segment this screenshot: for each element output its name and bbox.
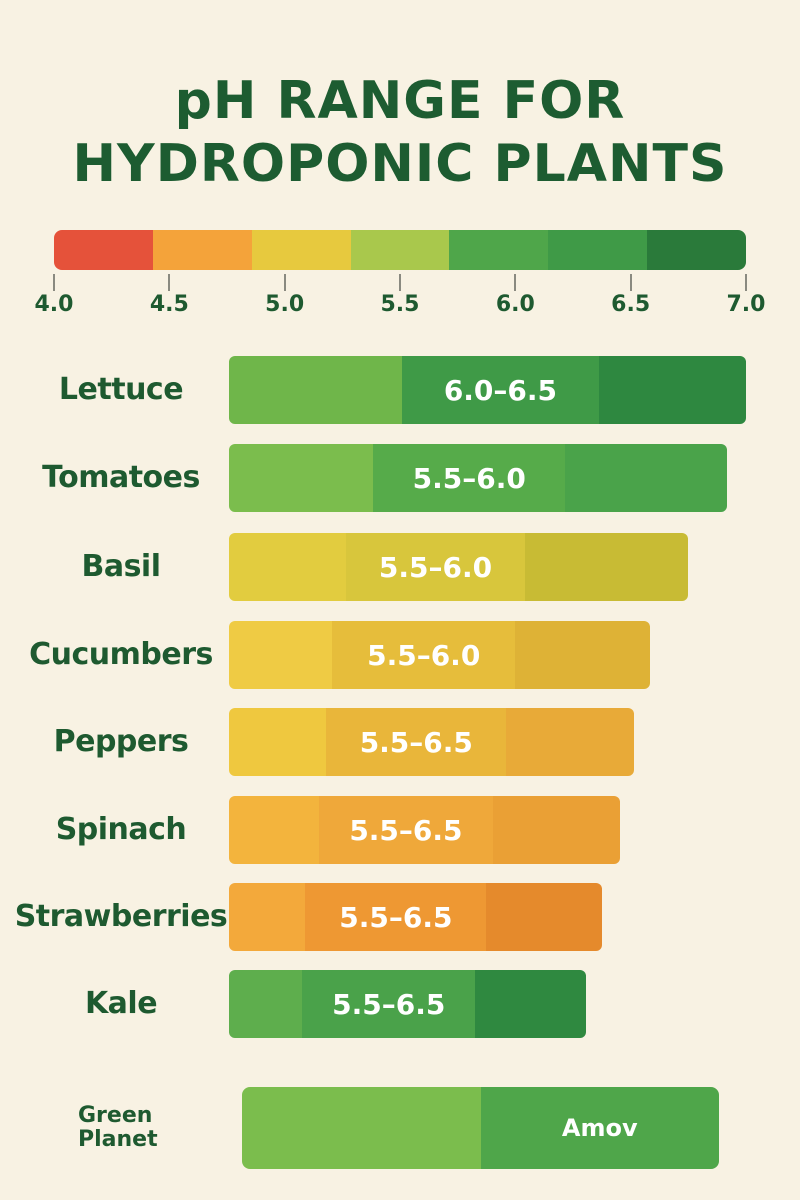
crop-range-bar: 5.5–6.0 — [229, 621, 650, 689]
crop-range-label: 5.5–6.5 — [349, 813, 463, 847]
crop-label: Cucumbers — [29, 637, 213, 672]
crop-label: Strawberries — [14, 899, 228, 934]
crop-bar-segment — [565, 444, 727, 512]
crop-bar-segment — [229, 533, 348, 601]
crop-range-bar: 6.0–6.5 — [229, 356, 746, 424]
crop-range-band — [305, 883, 488, 951]
crop-bar-segment — [492, 796, 620, 864]
scale-tick — [399, 274, 401, 291]
scale-segment — [548, 230, 648, 270]
title-line-1: pH RANGE FOR — [174, 71, 626, 131]
crop-range-bar: 5.5–6.5 — [229, 883, 602, 951]
crop-range-label: 5.5–6.5 — [332, 987, 446, 1021]
crop-range-label: 5.5–6.0 — [367, 638, 481, 672]
footer-bar-text: Amov — [561, 1114, 638, 1142]
scale-tick-label: 6.5 — [611, 292, 651, 317]
crop-bar-segment — [598, 356, 746, 424]
crop-range-bar: 5.5–6.0 — [229, 533, 688, 601]
footer-bar-segment — [242, 1087, 481, 1169]
scale-segment — [449, 230, 549, 270]
crop-range-bar: 5.5–6.5 — [229, 796, 620, 864]
crop-range-label: 5.5–6.5 — [359, 725, 473, 759]
scale-segment — [251, 230, 351, 270]
crop-bar-segment — [229, 970, 304, 1038]
footer-bar-segment — [480, 1087, 719, 1169]
crop-bar-segment — [229, 796, 320, 864]
crop-range-band — [302, 970, 477, 1038]
scale-segment — [350, 230, 450, 270]
scale-tick-label: 7.0 — [726, 292, 766, 317]
crop-label: Spinach — [55, 812, 187, 847]
scale-segment — [152, 230, 252, 270]
crop-bar-segment — [229, 444, 375, 512]
crop-label: Lettuce — [58, 372, 184, 407]
scale-segment — [647, 230, 746, 270]
scale-tick — [283, 274, 286, 291]
crop-bar-segment — [486, 883, 602, 951]
crop-bar-segment — [525, 533, 688, 601]
scale-tick-label: 5.5 — [380, 292, 420, 317]
crop-bar-segment — [506, 708, 634, 776]
brand-label: Green Planet — [78, 1103, 158, 1152]
crop-range-band — [402, 356, 600, 424]
crop-bar-segment — [229, 883, 307, 951]
scale-tick — [745, 274, 747, 291]
scale-tick-label: 5.0 — [265, 292, 305, 317]
crop-range-band — [346, 533, 527, 601]
ph-scale-bar — [54, 230, 746, 270]
scale-tick — [514, 274, 517, 291]
crop-bar-segment — [515, 621, 650, 689]
crop-range-label: 5.5–6.0 — [378, 550, 493, 584]
footer-bar: Amov — [242, 1087, 719, 1169]
crop-label: Tomatoes — [42, 460, 200, 495]
crop-range-band — [373, 444, 567, 512]
crop-range-band — [332, 621, 517, 689]
scale-tick — [53, 274, 55, 291]
scale-tick — [168, 274, 171, 291]
crop-range-label: 6.0–6.5 — [443, 373, 558, 407]
crop-bar-segment — [229, 708, 328, 776]
crop-range-bar: 5.5–6.5 — [229, 708, 634, 776]
crop-label: Basil — [81, 549, 161, 584]
crop-bar-segment — [229, 621, 334, 689]
crop-range-band — [326, 708, 508, 776]
crop-range-label: 5.5–6.0 — [412, 461, 526, 495]
crop-range-bar: 5.5–6.5 — [229, 970, 586, 1038]
crop-range-label: 5.5–6.5 — [339, 900, 453, 934]
scale-segment — [54, 230, 153, 270]
crop-range-bar: 5.5–6.0 — [229, 444, 727, 512]
crop-bar-segment — [475, 970, 586, 1038]
crop-label: Kale — [84, 986, 158, 1021]
scale-tick-label: 4.0 — [34, 292, 74, 317]
scale-tick-label: 6.0 — [495, 292, 535, 317]
scale-tick-label: 4.5 — [149, 292, 189, 317]
crop-range-band — [318, 796, 494, 864]
crop-label: Peppers — [53, 724, 189, 759]
crop-bar-segment — [229, 356, 404, 424]
title-line-2: HYDROPONIC PLANTS — [72, 134, 728, 194]
scale-tick — [629, 274, 632, 291]
